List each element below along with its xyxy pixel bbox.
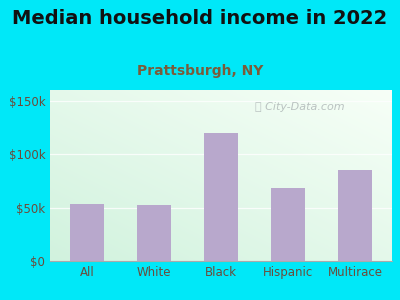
Text: Prattsburgh, NY: Prattsburgh, NY (137, 64, 263, 79)
Bar (338, 170, 372, 261)
Bar (137, 206, 171, 261)
Bar (204, 133, 238, 261)
Bar (70, 204, 104, 261)
Bar (271, 188, 305, 261)
Text: Median household income in 2022: Median household income in 2022 (12, 9, 388, 28)
Text: ⓘ City-Data.com: ⓘ City-Data.com (255, 102, 345, 112)
